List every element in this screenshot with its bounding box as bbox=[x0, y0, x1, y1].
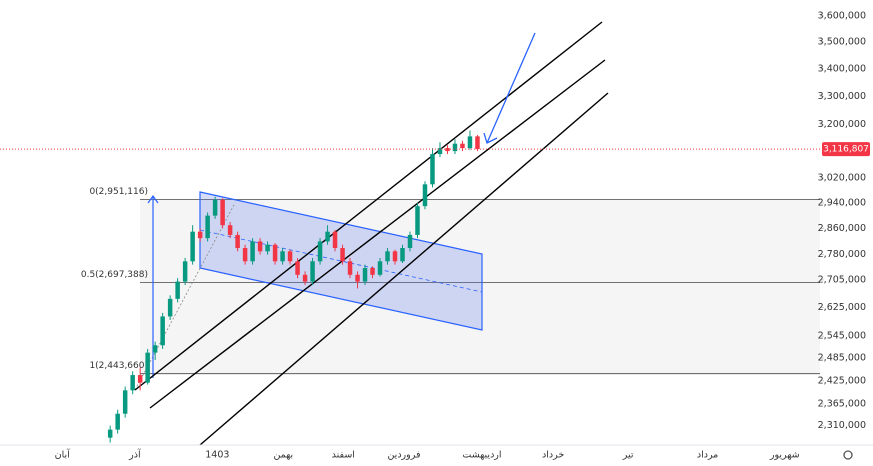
y-tick-label: 2,365,000 bbox=[818, 398, 866, 409]
fib-label: 0.5(2,697,388) bbox=[81, 270, 148, 280]
candle-body bbox=[400, 248, 405, 262]
candle-body bbox=[475, 136, 480, 150]
candle-body bbox=[227, 225, 233, 235]
x-tick-label: اردیبهشت bbox=[462, 450, 501, 461]
candle-body bbox=[235, 234, 240, 249]
candle-body bbox=[197, 231, 203, 239]
candle-body bbox=[212, 199, 218, 216]
candle-body bbox=[362, 268, 368, 282]
candle-body bbox=[445, 148, 450, 152]
candle-body bbox=[347, 261, 353, 275]
last-price-label: 3,116,807 bbox=[823, 145, 869, 155]
candle-body bbox=[190, 231, 195, 262]
candle-body bbox=[287, 251, 293, 262]
candle-body bbox=[160, 316, 165, 346]
candle-body bbox=[407, 234, 413, 249]
candle-body bbox=[130, 375, 135, 391]
y-tick-label: 2,940,000 bbox=[818, 197, 866, 208]
candle-body bbox=[182, 261, 188, 282]
candle-body bbox=[302, 274, 308, 282]
arrow-head bbox=[483, 132, 498, 144]
y-tick-label: 3,300,000 bbox=[818, 91, 866, 102]
x-tick-label: خرداد bbox=[542, 450, 564, 461]
arrow-head bbox=[147, 194, 159, 204]
candle-body bbox=[392, 251, 398, 262]
x-tick-label: 1403 bbox=[205, 450, 229, 461]
fib-label: 0(2,951,116) bbox=[89, 187, 148, 197]
y-tick-label: 2,310,000 bbox=[818, 420, 866, 431]
fib-area: 0(2,951,116) 0.5(2,697,388) 1(2,443,660) bbox=[81, 187, 820, 375]
candle-body bbox=[250, 241, 255, 262]
y-tick-label: 3,500,000 bbox=[818, 37, 866, 48]
candle-body bbox=[460, 143, 465, 149]
candle-body bbox=[242, 248, 248, 262]
candle-body bbox=[295, 261, 300, 275]
fib-label: 1(2,443,660) bbox=[89, 361, 148, 371]
x-tick-label: آذر bbox=[128, 448, 141, 461]
y-tick-label: 3,020,000 bbox=[818, 173, 866, 184]
candle-body bbox=[422, 184, 428, 207]
channel-midline bbox=[199, 229, 483, 293]
x-tick-label: مرداد bbox=[697, 450, 718, 461]
y-tick-label: 2,545,000 bbox=[818, 331, 866, 342]
candle-body bbox=[167, 298, 173, 317]
y-tick-label: 3,200,000 bbox=[818, 119, 866, 130]
candle-body bbox=[437, 148, 443, 155]
candle-body bbox=[325, 231, 330, 242]
candle-body bbox=[220, 199, 225, 226]
candle-body bbox=[385, 251, 390, 262]
x-tick-label: بهمن bbox=[273, 450, 293, 461]
candle-body bbox=[310, 261, 315, 282]
candle-body bbox=[175, 281, 180, 299]
candle-body bbox=[452, 143, 458, 152]
candle-body bbox=[107, 429, 113, 438]
y-tick-label: 2,485,000 bbox=[818, 353, 866, 364]
candle-body bbox=[145, 352, 150, 383]
settings-icon[interactable] bbox=[843, 450, 853, 460]
x-tick-label: فروردین bbox=[387, 450, 420, 461]
candle-body bbox=[115, 413, 120, 430]
y-tick-label: 2,425,000 bbox=[818, 375, 866, 386]
x-tick-label: شهریور bbox=[769, 450, 800, 461]
candle-body bbox=[317, 241, 323, 262]
candle-body bbox=[122, 390, 128, 414]
candle-body bbox=[137, 375, 143, 383]
x-tick-label: تیر bbox=[622, 450, 634, 461]
candle-body bbox=[415, 206, 420, 235]
axes: 3,600,000 3,500,000 3,400,000 3,300,000 3,20… bbox=[55, 11, 866, 461]
candle-body bbox=[265, 244, 270, 252]
candle-body bbox=[272, 244, 278, 262]
trendline bbox=[149, 59, 606, 409]
y-tick-label: 2,625,000 bbox=[818, 302, 866, 313]
y-tick-label: 2,860,000 bbox=[818, 223, 866, 234]
candle-body bbox=[205, 215, 210, 239]
x-tick-label: اسفند bbox=[332, 450, 355, 461]
trendline bbox=[199, 92, 609, 446]
candle-body bbox=[152, 345, 158, 353]
candle-body bbox=[467, 136, 473, 149]
candle-body bbox=[340, 248, 345, 262]
x-tick-label: آبان bbox=[55, 448, 71, 461]
y-tick-label: 2,780,000 bbox=[818, 249, 866, 260]
candle-body bbox=[257, 241, 263, 252]
candle-body bbox=[370, 268, 375, 275]
y-tick-label: 3,600,000 bbox=[818, 11, 866, 22]
candle-body bbox=[377, 261, 383, 275]
y-tick-label: 2,705,000 bbox=[818, 274, 866, 285]
candles: 3,116,807 bbox=[0, 130, 870, 443]
y-tick-label: 3,400,000 bbox=[818, 63, 866, 74]
fib-trend bbox=[134, 202, 236, 391]
candle-body bbox=[280, 251, 285, 262]
fib-fill bbox=[140, 199, 820, 374]
trendline bbox=[134, 21, 603, 391]
candle-body bbox=[332, 231, 338, 249]
arrow bbox=[486, 32, 536, 144]
last-price-box bbox=[822, 142, 870, 157]
candle-body bbox=[430, 154, 435, 185]
candle-body bbox=[355, 274, 360, 282]
